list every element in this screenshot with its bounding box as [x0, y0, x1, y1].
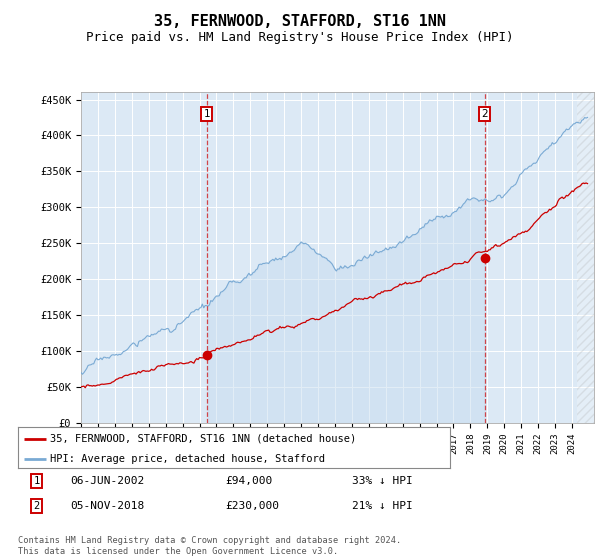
Text: 05-NOV-2018: 05-NOV-2018: [70, 501, 144, 511]
Text: 35, FERNWOOD, STAFFORD, ST16 1NN (detached house): 35, FERNWOOD, STAFFORD, ST16 1NN (detach…: [50, 433, 356, 444]
Text: 1: 1: [34, 476, 40, 486]
Text: Contains HM Land Registry data © Crown copyright and database right 2024.
This d: Contains HM Land Registry data © Crown c…: [18, 536, 401, 556]
Text: Price paid vs. HM Land Registry's House Price Index (HPI): Price paid vs. HM Land Registry's House …: [86, 31, 514, 44]
Text: 1: 1: [203, 109, 210, 119]
Text: £94,000: £94,000: [226, 476, 272, 486]
Text: 35, FERNWOOD, STAFFORD, ST16 1NN: 35, FERNWOOD, STAFFORD, ST16 1NN: [154, 14, 446, 29]
Text: 2: 2: [34, 501, 40, 511]
Text: £230,000: £230,000: [226, 501, 280, 511]
Text: 06-JUN-2002: 06-JUN-2002: [70, 476, 144, 486]
Text: 21% ↓ HPI: 21% ↓ HPI: [352, 501, 413, 511]
Text: 2: 2: [481, 109, 488, 119]
Text: HPI: Average price, detached house, Stafford: HPI: Average price, detached house, Staf…: [50, 454, 325, 464]
Text: 33% ↓ HPI: 33% ↓ HPI: [352, 476, 413, 486]
